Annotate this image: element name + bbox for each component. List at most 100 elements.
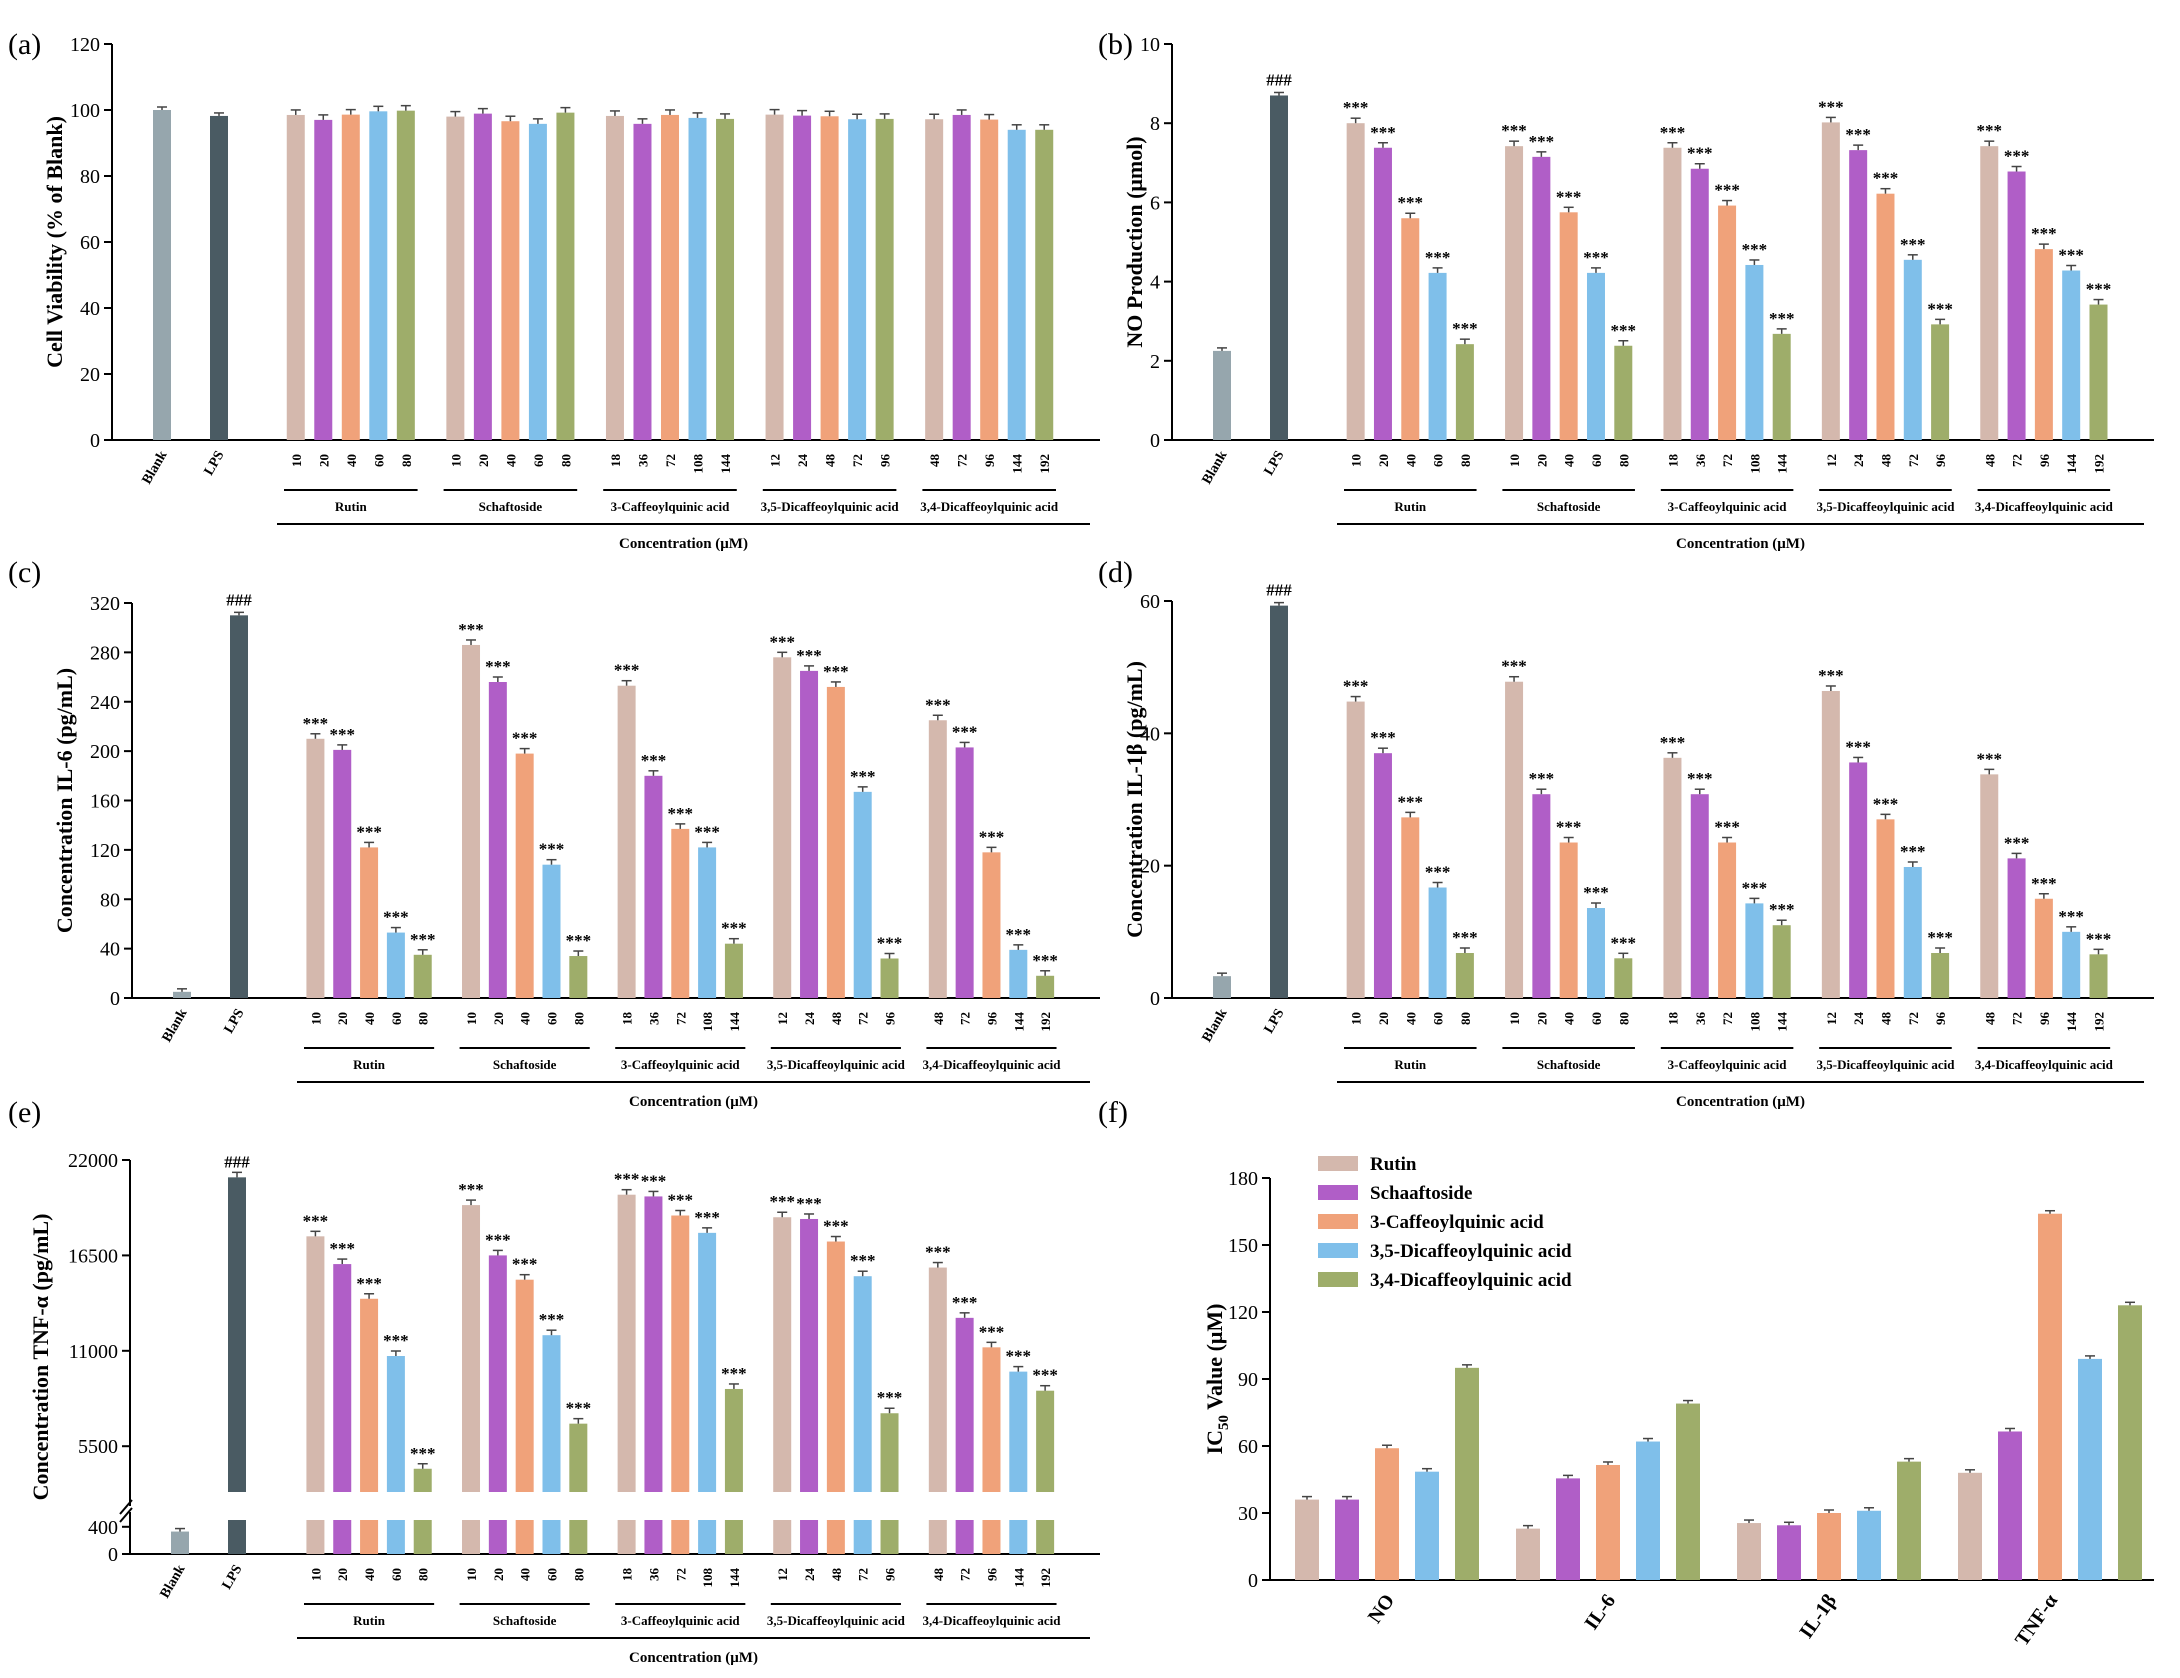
group-label: 3,4-Dicaffeoylquinic acid: [1975, 499, 2114, 514]
concentration-label: 80: [1458, 454, 1473, 467]
bar-d: [1690, 794, 1709, 998]
y-axis-title: Concentration TNF-α (pg/mL): [28, 1214, 53, 1501]
control-label: LPS: [1262, 448, 1288, 478]
y-tick-label: 60: [1238, 1436, 1258, 1458]
legend-swatch: [1318, 1156, 1358, 1171]
y-tick-label: 5500: [78, 1436, 118, 1458]
significance-mark: ***: [1845, 125, 1871, 144]
bar-c: [360, 847, 379, 998]
bar-b: [1849, 150, 1868, 441]
concentration-label: 144: [1011, 1568, 1026, 1588]
bar-e: [488, 1520, 507, 1554]
significance-mark: ***: [1556, 818, 1582, 837]
concentration-label: 96: [2037, 454, 2052, 468]
bar-e: [569, 1423, 588, 1492]
bar-a: [716, 118, 735, 440]
bar-b: [2034, 249, 2053, 440]
bar-d: [1876, 819, 1895, 998]
concentration-label: 72: [2010, 1012, 2025, 1025]
bar-d: [2007, 858, 2026, 998]
panel-label: (d): [1098, 556, 1133, 589]
bar-e: [773, 1520, 792, 1554]
significance-mark: ***: [1501, 121, 1527, 140]
bar-e: [1009, 1520, 1028, 1554]
bar-ic50: [1596, 1464, 1620, 1580]
y-tick-label: 6: [1150, 192, 1160, 214]
group-label: Schaftoside: [479, 499, 543, 514]
category-label: TNF-α: [2011, 1590, 2062, 1650]
legend-label: Schaaftoside: [1370, 1183, 1472, 1204]
bar-lps: [230, 615, 248, 998]
concentration-label: 20: [335, 1568, 350, 1581]
concentration-label: 192: [2091, 454, 2106, 474]
concentration-label: 80: [1616, 1012, 1631, 1025]
concentration-label: 96: [982, 454, 997, 468]
x-axis-title: Concentration (μM): [629, 1650, 758, 1666]
y-tick-label: 60: [1140, 591, 1160, 613]
concentration-label: 108: [1747, 1012, 1762, 1032]
bar-e: [698, 1232, 717, 1492]
bar-c: [880, 958, 899, 998]
concentration-label: 12: [775, 1568, 790, 1581]
concentration-label: 72: [1720, 1012, 1735, 1025]
bar-e: [955, 1520, 974, 1554]
bar-d: [1772, 925, 1791, 998]
control-label: LPS: [202, 448, 228, 478]
concentration-label: 20: [1534, 1012, 1549, 1025]
concentration-label: 24: [1851, 454, 1866, 468]
bar-a: [556, 112, 575, 440]
concentration-label: 80: [399, 454, 414, 467]
concentration-label: 10: [464, 1012, 479, 1025]
y-tick-label: 180: [1228, 1168, 1258, 1190]
bar-b: [1346, 123, 1365, 440]
concentration-label: 24: [802, 1568, 817, 1582]
concentration-label: 72: [850, 454, 865, 467]
concentration-label: 60: [1589, 1012, 1604, 1025]
bar-b: [1373, 147, 1392, 440]
significance-mark: ***: [1714, 818, 1740, 837]
bar-e: [800, 1218, 819, 1492]
bar-blank: [171, 1531, 189, 1554]
significance-mark: ***: [952, 1293, 978, 1312]
bar-e: [671, 1520, 690, 1554]
significance-mark: ***: [1501, 657, 1527, 676]
bar-e: [515, 1520, 534, 1554]
y-tick-label: 20: [1140, 856, 1160, 878]
x-axis-title: Concentration (μM): [629, 1094, 758, 1110]
significance-mark: ***: [383, 1331, 409, 1350]
bar-e: [826, 1241, 845, 1492]
bar-b: [1663, 147, 1682, 440]
concentration-label: 96: [878, 454, 893, 468]
bar-c: [413, 954, 432, 998]
bar-b: [1455, 344, 1474, 440]
significance-mark: ***: [329, 1239, 355, 1258]
concentration-label: 96: [883, 1012, 898, 1026]
control-label: LPS: [220, 1562, 246, 1592]
concentration-label: 96: [984, 1012, 999, 1026]
group-label: 3,5-Dicaffeoylquinic acid: [767, 1057, 906, 1072]
bar-c: [800, 670, 819, 998]
significance-mark: ***: [485, 657, 511, 676]
concentration-label: 60: [389, 1568, 404, 1581]
bar-d: [1455, 953, 1474, 998]
significance-mark: ***: [796, 646, 822, 665]
significance-mark: ***: [2058, 907, 2084, 926]
significance-mark: ***: [485, 1230, 511, 1249]
significance-mark: ***: [641, 1171, 667, 1190]
y-tick-label: 0: [90, 430, 100, 452]
group-label: 3,4-Dicaffeoylquinic acid: [923, 1057, 1062, 1072]
group-label: 3,4-Dicaffeoylquinic acid: [923, 1613, 1062, 1628]
y-tick-label: 40: [100, 939, 120, 961]
legend-swatch: [1318, 1185, 1358, 1200]
bar-b: [1876, 193, 1895, 440]
significance-mark: ***: [1900, 842, 1926, 861]
concentration-label: 48: [829, 1568, 844, 1582]
significance-mark: ***: [512, 1255, 538, 1274]
bar-a: [341, 114, 360, 441]
axis-break-mark: [119, 1507, 133, 1523]
significance-mark: ***: [925, 1243, 951, 1262]
significance-mark: ***: [1032, 951, 1058, 970]
bar-d: [1401, 817, 1420, 998]
y-tick-label: 40: [80, 298, 100, 320]
bar-c: [826, 686, 845, 998]
